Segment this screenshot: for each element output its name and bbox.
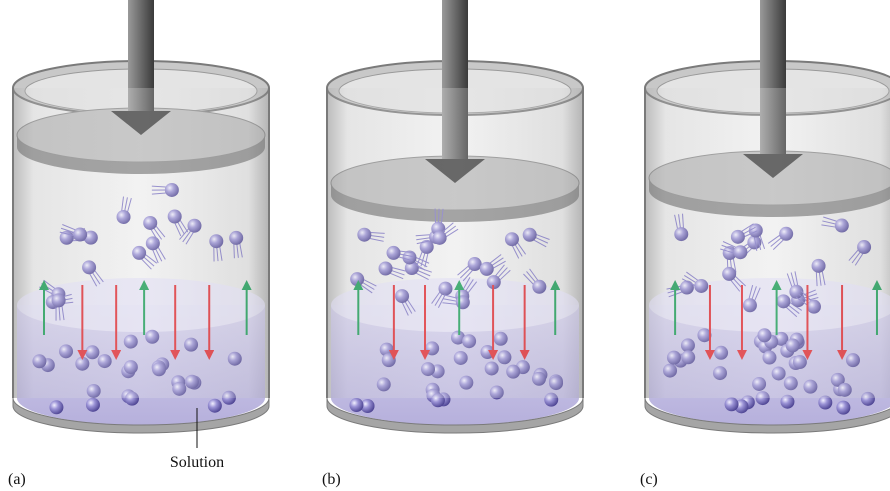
panel-label: (c)	[640, 471, 658, 488]
cylinder-panel	[326, 0, 584, 434]
cylinder-bottom	[326, 397, 584, 434]
cylinder-front	[327, 88, 583, 398]
solution-molecule	[724, 397, 739, 412]
solution-molecule	[360, 399, 375, 414]
scene	[12, 0, 890, 434]
cylinder-panel	[644, 0, 890, 434]
cylinder-front	[645, 88, 890, 398]
cylinder-front	[13, 88, 269, 398]
panel-label: (b)	[322, 471, 341, 488]
cylinder-panel	[12, 0, 270, 434]
solution-molecule	[818, 395, 833, 410]
cylinder-bottom	[12, 397, 270, 434]
panel-label: (a)	[8, 471, 26, 488]
solution-molecule	[49, 400, 64, 415]
solution-molecule	[349, 398, 364, 413]
solution-molecule	[207, 398, 222, 413]
solution-label: Solution	[170, 454, 224, 471]
cylinder-bottom	[644, 397, 890, 434]
solution-molecule	[836, 400, 851, 415]
solution-molecule	[85, 397, 100, 412]
solution-molecule	[780, 394, 795, 409]
